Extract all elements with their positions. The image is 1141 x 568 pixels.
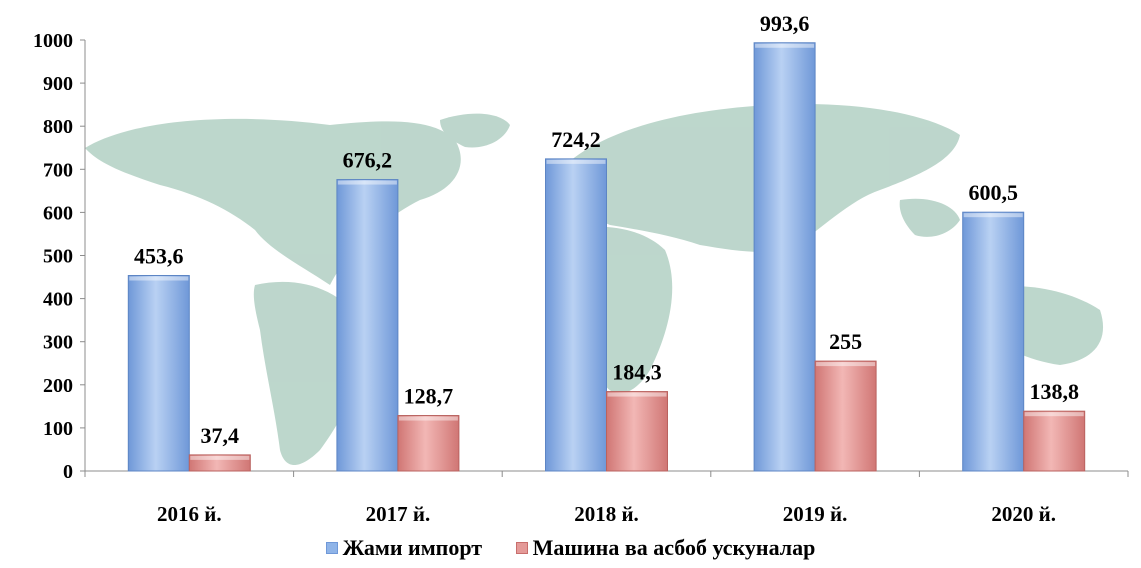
y-tick-label: 600	[43, 202, 73, 224]
data-label-series-1: 993,6	[760, 11, 810, 36]
bar-highlight	[129, 276, 189, 281]
bar-highlight	[546, 159, 606, 164]
y-tick-label: 800	[43, 116, 73, 138]
bar-series-2	[188, 454, 251, 472]
legend-label-series-2: Машина ва асбоб ускуналар	[532, 535, 816, 560]
x-tick-label: 2019 й.	[783, 502, 848, 526]
bar-highlight	[755, 43, 815, 48]
y-tick-label: 100	[43, 418, 73, 440]
data-label-series-2: 37,4	[201, 423, 240, 448]
bar-highlight	[337, 180, 397, 185]
y-tick-label: 500	[43, 246, 73, 268]
legend-swatch-series-2	[515, 542, 528, 554]
y-tick-label: 300	[43, 332, 73, 354]
data-label-series-2: 184,3	[612, 360, 662, 385]
bar-series-2	[397, 415, 460, 472]
bar-highlight	[190, 455, 250, 460]
legend-item-series-1: Жами импорт	[325, 535, 483, 561]
bar-series-2	[606, 391, 668, 472]
y-tick-label: 900	[43, 73, 73, 95]
y-tick-label: 400	[43, 289, 73, 311]
data-label-series-1: 600,5	[968, 180, 1018, 205]
data-label-series-1: 724,2	[551, 127, 601, 152]
data-label-series-2: 128,7	[404, 384, 454, 409]
x-tick-label: 2016 й.	[157, 502, 222, 526]
bar-highlight	[816, 362, 876, 367]
x-tick-label: 2020 й.	[991, 502, 1056, 526]
bar-series-1	[127, 274, 190, 472]
bar-series-2	[814, 360, 877, 472]
legend-swatch-series-1	[325, 542, 338, 554]
bar-highlight	[1024, 412, 1084, 417]
legend-label-series-1: Жами импорт	[342, 535, 483, 560]
bar-highlight	[398, 416, 458, 421]
bar-series-1	[962, 211, 1025, 472]
legend: Жами импорт Машина ва асбоб ускуналар	[0, 534, 1141, 561]
bar-series-1	[336, 179, 399, 472]
y-tick-label: 200	[43, 375, 73, 397]
data-label-series-2: 138,8	[1029, 379, 1079, 404]
data-label-series-1: 453,6	[134, 243, 184, 268]
y-tick-label: 0	[63, 461, 73, 483]
bar-series-2	[1023, 410, 1086, 472]
legend-item-series-2: Машина ва асбоб ускуналар	[515, 535, 816, 561]
data-label-series-1: 676,2	[343, 148, 393, 173]
x-tick-label: 2017 й.	[366, 502, 431, 526]
x-tick-label: 2018 й.	[574, 502, 639, 526]
bar-highlight	[607, 392, 667, 397]
bar-series-1	[753, 42, 816, 472]
data-label-series-2: 255	[829, 329, 862, 354]
y-tick-label: 1000	[33, 30, 73, 52]
bar-highlight	[963, 213, 1023, 218]
y-tick-label: 700	[43, 159, 73, 181]
bar-series-1	[545, 158, 607, 472]
